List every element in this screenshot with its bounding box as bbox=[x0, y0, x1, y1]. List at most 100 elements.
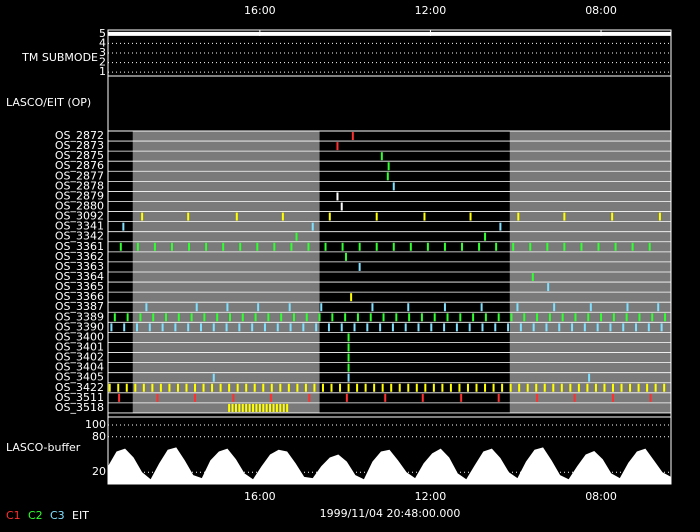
event-mark bbox=[391, 323, 394, 332]
event-mark bbox=[446, 313, 449, 322]
event-mark bbox=[387, 162, 390, 171]
event-mark bbox=[228, 313, 231, 322]
event-mark bbox=[588, 373, 591, 382]
event-mark bbox=[561, 313, 564, 322]
event-mark bbox=[569, 383, 572, 392]
row-label: OS_2878 bbox=[55, 179, 104, 192]
event-mark bbox=[122, 222, 125, 231]
event-mark bbox=[255, 403, 258, 412]
event-mark bbox=[369, 313, 372, 322]
event-mark bbox=[494, 323, 497, 332]
event-mark bbox=[308, 393, 311, 402]
event-mark bbox=[257, 303, 260, 312]
event-mark bbox=[433, 313, 436, 322]
event-mark bbox=[469, 212, 472, 221]
event-mark bbox=[651, 313, 654, 322]
event-mark bbox=[381, 383, 384, 392]
event-mark bbox=[648, 242, 651, 251]
submode-tick-label: 1 bbox=[99, 65, 106, 78]
event-mark bbox=[358, 262, 361, 271]
event-mark bbox=[629, 383, 632, 392]
event-mark bbox=[126, 313, 129, 322]
row-label: OS_2877 bbox=[55, 169, 104, 182]
event-mark bbox=[484, 232, 487, 241]
event-mark bbox=[151, 383, 154, 392]
event-mark bbox=[631, 242, 634, 251]
event-mark bbox=[279, 383, 282, 392]
event-mark bbox=[118, 393, 121, 402]
event-mark bbox=[263, 323, 266, 332]
event-mark bbox=[501, 383, 504, 392]
event-mark bbox=[194, 383, 197, 392]
event-mark bbox=[392, 242, 395, 251]
event-mark bbox=[536, 393, 539, 402]
event-mark bbox=[331, 313, 334, 322]
event-mark bbox=[580, 242, 583, 251]
event-mark bbox=[117, 383, 120, 392]
submode-tick-label: 5 bbox=[99, 27, 106, 40]
event-mark bbox=[152, 313, 155, 322]
event-mark bbox=[159, 383, 162, 392]
event-mark bbox=[286, 403, 289, 412]
event-mark bbox=[583, 323, 586, 332]
event-mark bbox=[353, 323, 356, 332]
event-mark bbox=[622, 323, 625, 332]
event-mark bbox=[336, 192, 339, 201]
legend-entry: C2 bbox=[28, 509, 43, 522]
event-mark bbox=[443, 303, 446, 312]
legend-entry: EIT bbox=[72, 509, 89, 522]
event-mark bbox=[408, 313, 411, 322]
event-mark bbox=[510, 313, 513, 322]
row-label: OS_3364 bbox=[55, 270, 104, 283]
event-mark bbox=[380, 152, 383, 161]
event-mark bbox=[547, 283, 550, 292]
event-mark bbox=[484, 313, 487, 322]
event-mark bbox=[657, 303, 660, 312]
event-mark bbox=[222, 242, 225, 251]
event-mark bbox=[185, 383, 188, 392]
event-mark bbox=[219, 383, 222, 392]
event-mark bbox=[529, 242, 532, 251]
event-mark bbox=[519, 323, 522, 332]
event-mark bbox=[589, 303, 592, 312]
event-mark bbox=[328, 212, 331, 221]
event-mark bbox=[187, 323, 190, 332]
event-mark bbox=[497, 393, 500, 402]
event-mark bbox=[177, 313, 180, 322]
buffer-label: LASCO-buffer bbox=[6, 441, 81, 454]
buffer-area bbox=[108, 447, 671, 484]
event-mark bbox=[409, 242, 412, 251]
event-mark bbox=[481, 323, 484, 332]
event-mark bbox=[637, 383, 640, 392]
event-mark bbox=[545, 323, 548, 332]
event-mark bbox=[430, 323, 433, 332]
event-mark bbox=[256, 242, 259, 251]
event-mark bbox=[139, 313, 142, 322]
event-mark bbox=[455, 323, 458, 332]
event-mark bbox=[586, 383, 589, 392]
event-mark bbox=[371, 303, 374, 312]
event-mark bbox=[441, 383, 444, 392]
event-mark bbox=[609, 323, 612, 332]
event-mark bbox=[459, 313, 462, 322]
row-label: OS_3363 bbox=[55, 260, 104, 273]
row-label: OS_3365 bbox=[55, 280, 104, 293]
event-mark bbox=[484, 383, 487, 392]
event-mark bbox=[245, 383, 248, 392]
event-mark bbox=[635, 323, 638, 332]
event-mark bbox=[212, 373, 215, 382]
event-mark bbox=[443, 242, 446, 251]
event-mark bbox=[375, 242, 378, 251]
submode-tick-label: 3 bbox=[99, 46, 106, 59]
row-label: OS_3389 bbox=[55, 310, 104, 323]
event-mark bbox=[390, 383, 393, 392]
event-mark bbox=[232, 393, 235, 402]
timestamp: 1999/11/04 20:48:00.000 bbox=[320, 507, 461, 520]
event-mark bbox=[302, 323, 305, 332]
event-mark bbox=[119, 242, 122, 251]
row-label: OS_3362 bbox=[55, 250, 104, 263]
event-mark bbox=[472, 313, 475, 322]
event-mark bbox=[535, 383, 538, 392]
event-mark bbox=[597, 242, 600, 251]
event-mark bbox=[499, 222, 502, 231]
